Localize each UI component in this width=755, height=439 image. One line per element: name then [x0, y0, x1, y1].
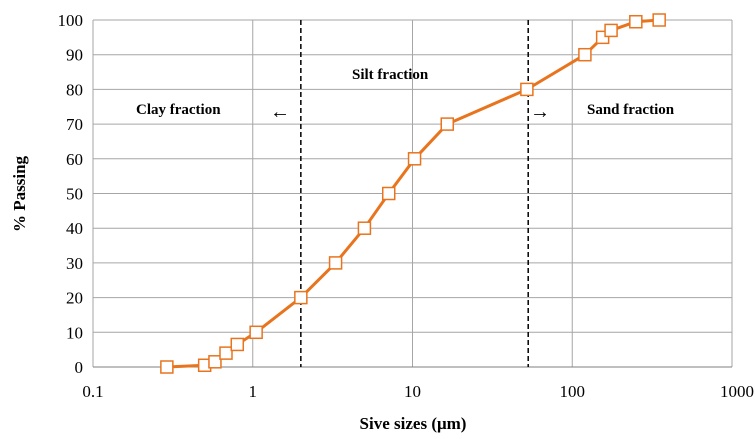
x-tick-label: 1000: [720, 382, 754, 401]
x-tick-label: 100: [560, 382, 586, 401]
tick-labels: 0 10 20 30 40 50 60 70 80 90 100 0.1 1 10 100 1000: [58, 11, 755, 401]
y-tick-label: 30: [66, 254, 83, 273]
y-axis-title: % Passing: [10, 155, 29, 232]
y-tick-label: 10: [66, 323, 83, 342]
y-tick-label: 20: [66, 289, 83, 308]
data-point-marker: [604, 23, 618, 38]
data-point-marker: [249, 325, 263, 340]
y-tick-label: 0: [75, 358, 84, 377]
data-point-marker: [578, 47, 592, 62]
data-point-marker: [230, 337, 245, 352]
data-point-marker: [160, 360, 174, 374]
y-tick-label: 80: [66, 80, 83, 99]
data-point-marker: [652, 13, 666, 27]
data-point-marker: [219, 346, 233, 360]
x-axis-title: Sive sizes (μm): [360, 414, 467, 433]
y-tick-label: 50: [66, 185, 83, 204]
y-tick-label: 100: [58, 11, 84, 30]
x-tick-label: 1: [249, 382, 258, 401]
x-tick-label: 0.1: [82, 382, 103, 401]
annotation-silt-fraction: Silt fraction: [352, 67, 429, 83]
data-point-marker: [328, 256, 343, 270]
x-tick-label: 10: [404, 382, 421, 401]
data-point-marker: [520, 82, 534, 97]
arrow-right-annotation: →: [530, 101, 550, 123]
data-point-marker: [407, 152, 422, 166]
y-tick-label: 60: [66, 150, 83, 169]
series-layer: [160, 13, 666, 374]
data-point-marker: [357, 221, 372, 235]
y-tick-label: 70: [66, 115, 83, 134]
reference-lines: [300, 20, 529, 367]
y-tick-label: 40: [66, 219, 83, 238]
data-point-marker: [208, 355, 222, 369]
data-point-marker: [629, 14, 643, 29]
data-point-marker: [440, 117, 454, 131]
y-tick-label: 90: [66, 46, 83, 65]
annotation-clay-fraction: Clay fraction: [136, 102, 221, 118]
data-point-marker: [294, 290, 308, 305]
arrow-left-annotation: ←: [270, 101, 290, 123]
annotation-sand-fraction: Sand fraction: [587, 102, 675, 118]
data-point-marker: [381, 186, 396, 201]
